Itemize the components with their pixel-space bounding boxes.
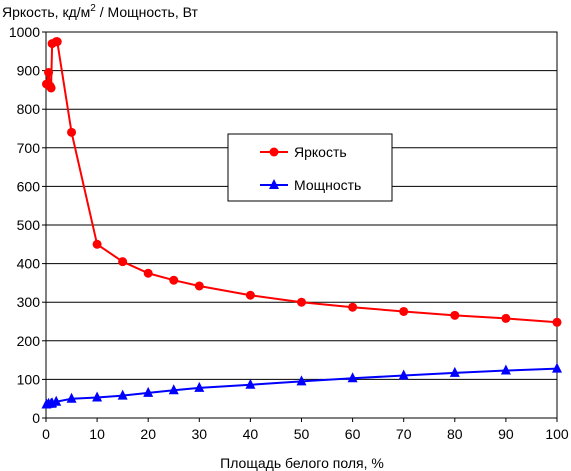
data-point: [92, 239, 102, 249]
data-point: [347, 372, 358, 383]
data-point: [296, 375, 307, 386]
y-axis-label: Яркость, кд/м2 / Мощность, Вт: [2, 3, 198, 20]
x-tick-label: 30: [192, 426, 208, 442]
data-point: [92, 391, 103, 402]
x-tick-label: 50: [294, 426, 310, 442]
legend-label: Мощность: [294, 177, 361, 193]
data-point: [67, 127, 77, 137]
series-brightness: [42, 37, 562, 327]
data-point: [52, 37, 62, 47]
x-tick-label: 100: [545, 426, 569, 442]
data-point: [552, 317, 562, 327]
data-point: [348, 302, 358, 312]
x-tick-label: 60: [345, 426, 361, 442]
legend-items: Яркость Мощность: [260, 144, 361, 193]
data-point: [46, 83, 56, 93]
legend-marker: [269, 179, 279, 189]
data-point: [399, 306, 409, 316]
legend-label: Яркость: [294, 144, 347, 160]
y-tick-label: 500: [17, 217, 41, 233]
data-point: [501, 313, 511, 323]
series-line: [45, 40, 558, 324]
data-point: [118, 257, 128, 267]
data-point: [500, 364, 511, 375]
data-point: [66, 392, 77, 403]
data-point: [245, 378, 256, 389]
data-point: [169, 275, 179, 285]
series-layer: [41, 37, 562, 409]
y-tick-label: 800: [17, 101, 41, 117]
data-point: [194, 281, 204, 291]
data-point: [450, 310, 460, 320]
x-axis-label: Площадь белого поля, %: [220, 455, 384, 471]
y-tick-label: 1000: [9, 24, 40, 40]
legend-box: [227, 133, 393, 202]
data-point: [552, 362, 562, 373]
x-axis-ticks: 0 10 20 30 40 50 60 70 80 90 100: [42, 418, 569, 442]
y-tick-label: 300: [17, 294, 41, 310]
y-tick-label: 100: [17, 371, 41, 387]
y-tick-label: 200: [17, 333, 41, 349]
data-point: [449, 366, 460, 377]
y-tick-label: 700: [17, 140, 41, 156]
data-point: [398, 369, 409, 380]
x-tick-label: 20: [140, 426, 156, 442]
x-tick-label: 80: [447, 426, 463, 442]
legend: Яркость Мощность: [227, 133, 393, 202]
y-tick-label: 400: [17, 256, 41, 272]
data-point: [51, 395, 62, 406]
data-point: [245, 290, 255, 300]
x-tick-label: 90: [498, 426, 514, 442]
data-point: [117, 389, 128, 400]
y-tick-label: 900: [17, 63, 41, 79]
series-power: [41, 362, 562, 409]
x-tick-label: 70: [396, 426, 412, 442]
data-point: [143, 386, 154, 397]
data-point: [297, 297, 306, 307]
legend-marker: [269, 147, 279, 157]
x-tick-label: 40: [243, 426, 259, 442]
x-tick-label: 10: [89, 426, 105, 442]
data-point: [168, 384, 179, 395]
x-tick-label: 0: [42, 426, 50, 442]
y-axis-ticks: 0 100 200 300 400 500 600 700 800 900 1000: [9, 24, 46, 426]
data-point: [194, 381, 205, 392]
data-point: [143, 268, 153, 278]
y-tick-label: 600: [17, 178, 41, 194]
y-tick-label: 0: [32, 410, 40, 426]
data-point: [44, 68, 54, 78]
